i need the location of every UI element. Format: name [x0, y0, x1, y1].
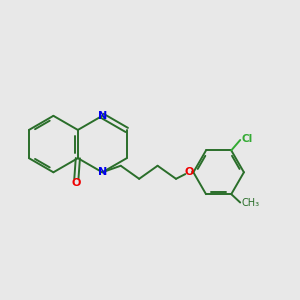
Text: O: O	[184, 167, 194, 177]
Text: Cl: Cl	[242, 134, 253, 144]
Text: CH₃: CH₃	[242, 198, 260, 208]
Text: N: N	[98, 167, 107, 177]
Text: O: O	[72, 178, 81, 188]
Text: N: N	[98, 111, 107, 121]
